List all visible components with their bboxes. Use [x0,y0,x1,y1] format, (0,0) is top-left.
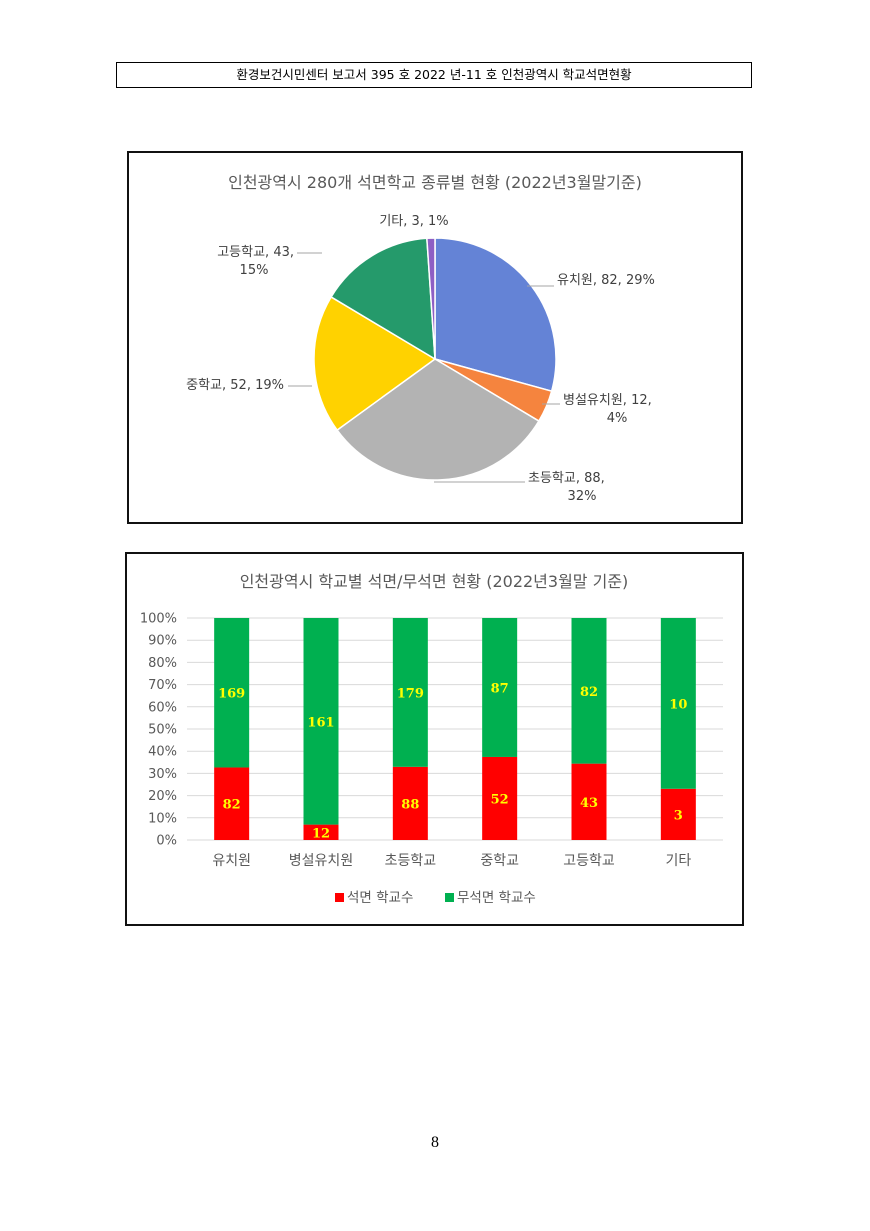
pie-data-label: 중학교, 52, 19% [186,378,284,393]
y-tick-label: 70% [148,678,177,693]
y-tick-label: 100% [140,612,177,627]
bar-segment-non-asbestos [482,618,518,757]
x-category-label: 기타 [665,853,691,869]
bar-chart: 인천광역시 학교별 석면/무석면 현황 (2022년3월말 기준) 0% 10% 2… [140,572,723,906]
y-tick-label: 90% [148,634,177,649]
bar-data-label: 82 [223,798,241,813]
bar-data-label: 3 [674,808,683,823]
x-category-label: 유치원 [212,853,251,869]
bar-chart-frame: 인천광역시 학교별 석면/무석면 현황 (2022년3월말 기준) 0% 10% 2… [125,552,744,926]
pie-slice-6 [426,237,436,360]
bar-data-label: 43 [580,796,598,811]
y-tick-label: 50% [148,723,177,738]
bar-data-label: 169 [218,687,245,702]
pie-chart-frame: 인천광역시 280개 석면학교 종류별 현황 (2022년3월말기준) 유치원,… [127,151,743,524]
x-category-label: 초등학교 [385,853,437,869]
page-number: 8 [431,1134,439,1151]
bar-data-label: 52 [491,792,509,807]
pie-data-label: 고등학교, 43, [217,245,294,260]
legend-swatch [335,893,344,902]
bar-data-label: 82 [580,685,598,700]
y-tick-label: 40% [148,745,177,760]
y-tick-label: 0% [156,834,177,849]
pie-data-label: 유치원, 82, 29% [557,273,655,288]
pie-slice-5 [330,237,436,361]
pie-chart-title: 인천광역시 280개 석면학교 종류별 현황 (2022년3월말기준) [228,173,642,192]
bar-data-label: 179 [397,686,424,701]
pie-slice-4 [313,295,437,432]
bar-segment-non-asbestos [571,618,607,764]
pie-data-label: 15% [240,263,269,278]
pie-data-label: 병설유치원, 12, [563,393,652,408]
bar-segment-non-asbestos [660,618,696,789]
legend-label: 석면 학교수 [347,890,413,906]
pie-data-label: 기타, 3, 1% [379,214,448,229]
bar-data-label: 88 [401,797,419,812]
bar-data-label: 12 [312,826,330,841]
bar-segment-asbestos [660,788,696,840]
bar-data-label: 161 [307,715,334,730]
bar-segment-non-asbestos [392,618,428,767]
y-tick-label: 60% [148,700,177,715]
bar-segment-asbestos [303,824,339,840]
pie-slice-3 [336,358,540,481]
bar-chart-title: 인천광역시 학교별 석면/무석면 현황 (2022년3월말 기준) [240,572,629,591]
bar-segment-non-asbestos [303,618,339,825]
y-tick-label: 20% [148,789,177,804]
legend-label: 무석면 학교수 [457,890,536,906]
pie-data-label: 초등학교, 88, [528,471,605,486]
legend-swatch [445,893,454,902]
pie-data-label: 4% [607,411,628,426]
bar-segment-asbestos [392,766,428,840]
bar-data-label: 87 [491,681,509,696]
x-category-label: 병설유치원 [289,853,353,869]
x-category-label: 고등학교 [563,853,615,869]
y-tick-label: 80% [148,656,177,671]
bar-data-label: 10 [669,697,687,712]
bar-segment-asbestos [482,756,518,840]
report-header: 환경보건시민센터 보고서 395 호 2022 년-11 호 인천광역시 학교석… [116,62,752,88]
bar-segment-asbestos [214,767,250,840]
x-category-label: 중학교 [480,853,519,869]
y-tick-label: 30% [148,767,177,782]
pie-chart: 인천광역시 280개 석면학교 종류별 현황 (2022년3월말기준) 유치원,… [186,173,655,504]
bar-segment-non-asbestos [214,618,250,768]
pie-data-label: 32% [568,489,597,504]
y-tick-label: 10% [148,811,177,826]
bar-segment-asbestos [571,763,607,840]
